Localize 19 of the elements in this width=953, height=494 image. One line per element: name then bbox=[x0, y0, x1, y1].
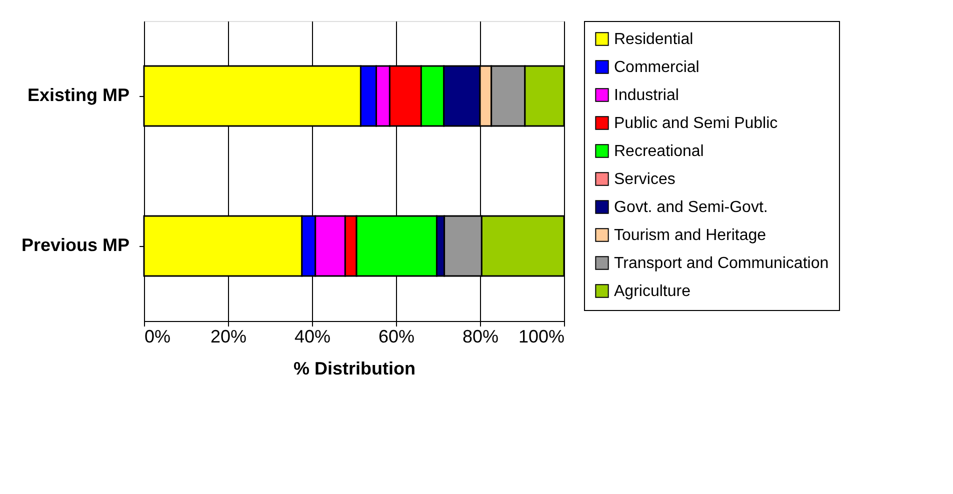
legend-label: Recreational bbox=[614, 143, 704, 160]
x-tick-label: 20% bbox=[210, 326, 247, 346]
legend-label: Transport and Communication bbox=[614, 255, 829, 272]
x-tick-label: 60% bbox=[378, 326, 415, 346]
legend-label: Residential bbox=[614, 31, 694, 48]
x-axis-title: % Distribution bbox=[294, 358, 416, 378]
legend-label: Industrial bbox=[614, 87, 679, 104]
x-tick-label: 100% bbox=[518, 326, 564, 346]
y-tick-label: Previous MP bbox=[21, 235, 130, 255]
legend-label: Agriculture bbox=[614, 283, 691, 300]
x-tick-label: 80% bbox=[462, 326, 499, 346]
legend-label: Tourism and Heritage bbox=[614, 227, 766, 244]
legend-label: Services bbox=[614, 171, 676, 188]
legend-label: Commercial bbox=[614, 59, 700, 76]
legend-label: Public and Semi Public bbox=[614, 115, 778, 132]
x-tick-label: 40% bbox=[294, 326, 331, 346]
x-tick-label: 0% bbox=[144, 326, 171, 346]
legend-label: Govt. and Semi-Govt. bbox=[614, 199, 768, 216]
y-tick-label: Existing MP bbox=[27, 85, 130, 105]
